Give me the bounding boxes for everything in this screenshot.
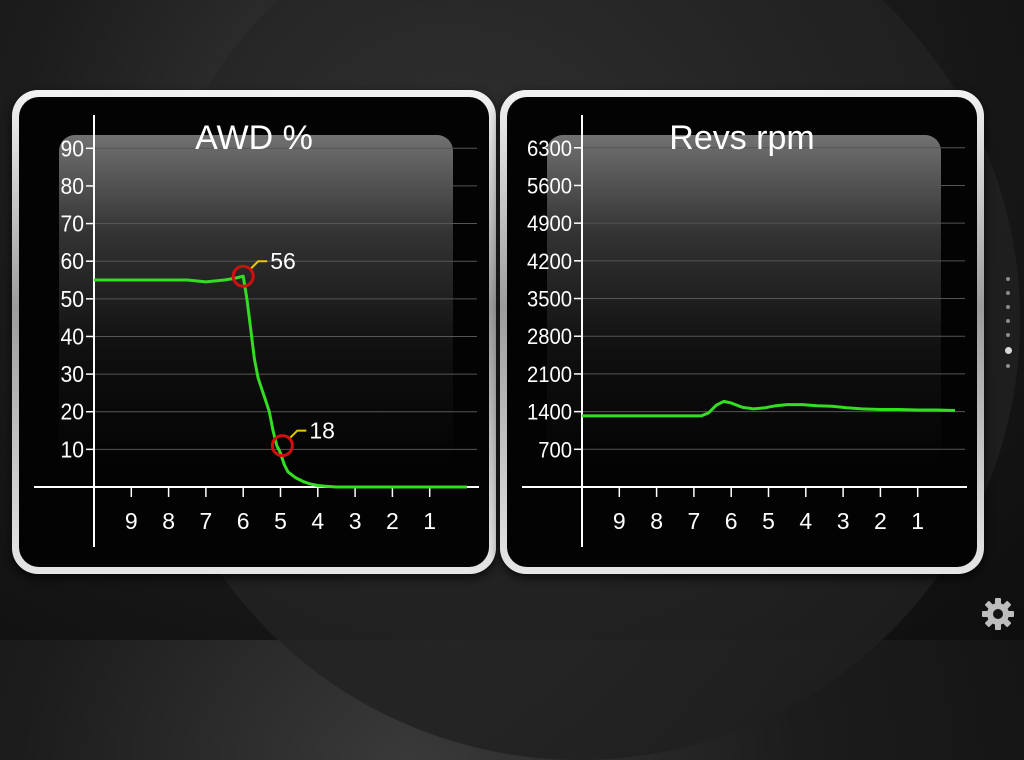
series-line [94,274,467,489]
page-dot[interactable] [1006,364,1010,368]
x-tick-label: 2 [386,508,399,534]
x-tick-label: 8 [650,508,663,534]
series-line [582,399,956,418]
y-tick-label: 30 [60,361,84,387]
y-tick-label: 5600 [527,175,572,199]
x-tick-label: 9 [125,508,138,534]
x-tick-label: 8 [162,508,175,534]
annotation-label: 56 [270,248,296,274]
x-tick-label: 3 [349,508,362,534]
annotation-marker [231,264,255,288]
x-tick-label: 3 [837,508,850,534]
gear-icon[interactable] [980,596,1016,632]
x-tick-label: 9 [613,508,626,534]
y-tick-label: 70 [60,211,84,237]
page-dot[interactable] [1006,305,1010,309]
x-tick-label: 7 [200,508,213,534]
annotation-marker [270,434,294,458]
page-dot[interactable] [1006,291,1010,295]
annotation-leader [289,429,307,439]
page-dot[interactable] [1006,277,1010,281]
y-tick-label: 20 [60,399,84,425]
y-tick-label: 40 [60,324,84,350]
x-tick-label: 4 [799,508,812,534]
y-tick-label: 80 [60,173,84,199]
awd-gauge-face: 10 20 30 40 50 60 70 80 90 9 8 7 6 5 4 3 2 1 56 18 AWD % [19,97,489,567]
y-tick-label: 90 [60,135,84,161]
x-tick-label: 7 [688,508,701,534]
page-dot[interactable] [1004,347,1012,354]
y-tick-label: 2800 [527,325,572,349]
y-tick-label: 50 [60,286,84,312]
awd-chart: 10 20 30 40 50 60 70 80 90 9 8 7 6 5 4 3 2 1 56 18 [34,115,479,547]
revs-gauge-panel[interactable]: 700 1400 2100 2800 3500 4200 4900 5600 6300 9 8 7 6 5… [500,90,984,574]
x-tick-label: 2 [874,508,887,534]
x-tick-label: 6 [237,508,250,534]
y-tick-label: 6300 [527,137,572,161]
y-tick-label: 2100 [527,363,572,387]
y-tick-label: 700 [538,439,572,463]
gloss-overlay [59,135,453,465]
awd-gauge-panel[interactable]: 10 20 30 40 50 60 70 80 90 9 8 7 6 5 4 3 2 1 56 18 AWD % [12,90,496,574]
annotation-leader [250,260,268,269]
x-tick-label: 1 [423,508,436,534]
y-tick-label: 4200 [527,250,572,274]
y-tick-label: 1400 [527,401,572,425]
page-dot[interactable] [1006,333,1010,337]
revs-chart: 700 1400 2100 2800 3500 4200 4900 5600 6300 9 8 7 6 5… [522,115,967,547]
x-tick-label: 4 [311,508,324,534]
page-indicator[interactable] [1004,277,1012,378]
revs-gauge-face: 700 1400 2100 2800 3500 4200 4900 5600 6300 9 8 7 6 5… [507,97,977,567]
x-tick-label: 5 [762,508,775,534]
page-dot[interactable] [1006,319,1010,323]
y-tick-label: 3500 [527,288,572,312]
x-tick-label: 1 [911,508,924,534]
y-tick-label: 4900 [527,212,572,236]
x-tick-label: 5 [274,508,287,534]
y-tick-label: 10 [60,437,84,463]
y-tick-label: 60 [60,248,84,274]
annotation-label: 18 [309,418,335,444]
gauge-title-revs: Revs rpm [669,119,815,157]
x-tick-label: 6 [725,508,738,534]
gauge-title-awd: AWD % [195,119,313,157]
